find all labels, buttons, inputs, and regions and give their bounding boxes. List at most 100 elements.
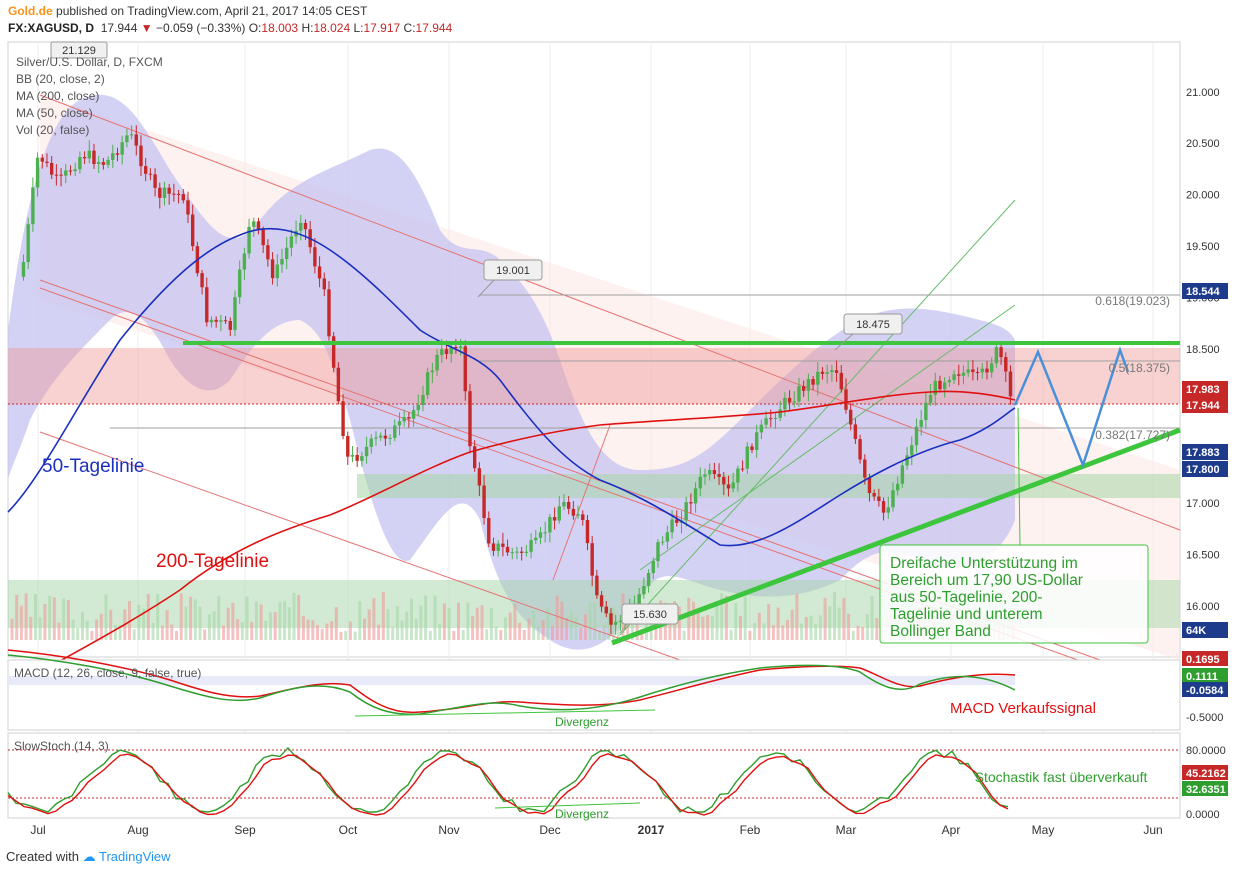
- candle-body: [78, 157, 82, 170]
- candle-body: [167, 187, 171, 194]
- uptrend-channel-top: [619, 199, 1016, 636]
- volume-bar: [222, 625, 225, 640]
- candle-body: [364, 446, 369, 457]
- price-badge: [1182, 397, 1228, 413]
- volume-bar: [48, 596, 52, 640]
- bollinger-band-cloud: [8, 94, 1015, 650]
- candle-body: [350, 454, 355, 457]
- candle-body: [327, 289, 331, 337]
- candle-body: [736, 468, 740, 483]
- candle-body: [910, 445, 914, 456]
- volume-bar: [306, 619, 310, 640]
- macd-divergenz-label: Divergenz: [555, 715, 609, 729]
- tradingview-link[interactable]: TradingView: [99, 849, 171, 864]
- volume-bar: [156, 594, 160, 640]
- legend-symbol[interactable]: Silver/U.S. Dollar, D, FXCM: [16, 55, 163, 69]
- x-tick-label: Feb: [740, 823, 761, 837]
- callout-18475: 18.475: [834, 313, 903, 351]
- legend-ma50[interactable]: MA (50, close): [16, 106, 93, 120]
- candle-body: [449, 347, 453, 354]
- candle-body: [322, 278, 326, 290]
- volume-bar: [278, 602, 282, 640]
- candle-body: [82, 157, 87, 159]
- candle-body: [468, 391, 472, 447]
- volume-bar: [569, 611, 573, 640]
- channel-line-top: [39, 94, 1181, 531]
- macd-badge-label: 0.1695: [1186, 654, 1220, 666]
- volume-bar: [358, 601, 362, 640]
- volume-bar: [720, 593, 724, 640]
- volume-bar: [579, 627, 583, 640]
- y-tick-label: 20.000: [1186, 190, 1220, 202]
- legend-vol[interactable]: Vol (20, false): [16, 123, 90, 137]
- candle-body: [754, 432, 759, 450]
- candle-body: [867, 477, 872, 494]
- candle-body: [205, 287, 209, 323]
- candle-body: [106, 159, 110, 165]
- price-badge-label: 17.983: [1186, 384, 1220, 396]
- macd-title: MACD (12, 26, close, 9, false, true): [14, 666, 201, 680]
- legend-bb[interactable]: BB (20, close, 2): [16, 72, 105, 86]
- volume-bar: [565, 617, 569, 640]
- volume-bar: [311, 620, 315, 640]
- volume-bar: [400, 620, 404, 640]
- candle-body: [675, 519, 679, 523]
- volume-bar: [38, 617, 42, 640]
- brand-link[interactable]: Gold.de: [8, 4, 53, 18]
- volume-bar: [250, 622, 254, 640]
- fib-382-label: 0.382(17.727): [1095, 428, 1170, 442]
- candle-body: [891, 490, 895, 508]
- volume-bar: [551, 625, 554, 640]
- volume-bar: [66, 599, 70, 640]
- volume-bar: [198, 606, 202, 640]
- candle-body: [552, 517, 557, 521]
- candle-body: [618, 620, 623, 622]
- y-tick-label: 21.000: [1186, 87, 1220, 99]
- candle-body: [275, 264, 279, 279]
- volume-bar: [273, 612, 277, 640]
- legend-ma200[interactable]: MA (200, close): [16, 89, 100, 103]
- candle-body: [299, 222, 303, 231]
- candle-body: [689, 502, 693, 504]
- volume-bar: [175, 630, 178, 640]
- candle-body: [783, 397, 787, 410]
- chart-canvas[interactable]: 21.129 19.001 18.475 15.630 0.618(19.023…: [0, 0, 1236, 845]
- publish-info: published on TradingView.com, April 21, …: [56, 4, 368, 18]
- candle-body: [1004, 357, 1008, 372]
- stochastic-panel[interactable]: [7, 732, 1181, 819]
- ohlc-c-label: C:: [403, 21, 416, 35]
- candle-body: [957, 374, 961, 376]
- x-tick-label: Dec: [539, 823, 560, 837]
- candle-body: [928, 394, 933, 403]
- candle-body: [181, 194, 185, 201]
- volume-bar: [419, 605, 423, 640]
- volume-bar: [856, 625, 860, 640]
- candle-body: [895, 483, 900, 491]
- candle-body: [999, 347, 1003, 358]
- candles: [21, 125, 1013, 635]
- volume-bar: [367, 609, 371, 640]
- candle-body: [816, 371, 820, 385]
- volume-bar: [541, 620, 545, 640]
- price-badge: [1182, 381, 1228, 397]
- volume-bar: [320, 628, 324, 640]
- candle-body: [256, 221, 261, 230]
- volume-bar: [729, 629, 733, 640]
- candle-body: [764, 418, 768, 425]
- volume-bar: [466, 602, 470, 640]
- y-tick-label: 19.500: [1186, 241, 1220, 253]
- y-tick-label: 20.500: [1186, 138, 1220, 150]
- volume-bar: [34, 593, 37, 640]
- volume-bar: [748, 630, 752, 640]
- macd-badge-label: -0.0584: [1186, 685, 1224, 697]
- candle-body: [252, 221, 256, 227]
- x-tick-label: Aug: [127, 823, 148, 837]
- volume-bar: [245, 596, 249, 640]
- candle-body: [491, 543, 496, 551]
- candle-body: [637, 594, 641, 606]
- candle-body: [209, 319, 214, 323]
- volume-bar: [301, 615, 305, 640]
- callout-21129: 21.129: [50, 41, 108, 59]
- volume-bar: [203, 629, 207, 640]
- volume-bar: [353, 631, 357, 640]
